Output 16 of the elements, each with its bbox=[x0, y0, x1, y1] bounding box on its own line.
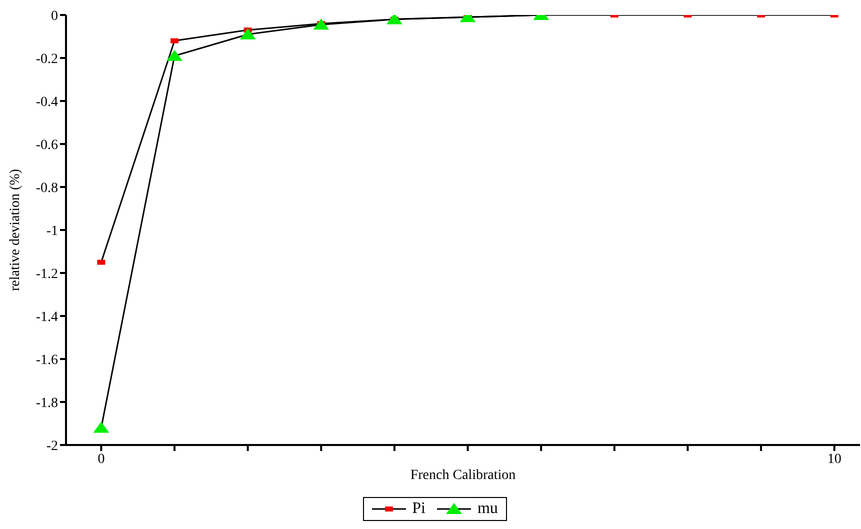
y-tick-label: -0.2 bbox=[36, 52, 58, 67]
y-tick-label: -2 bbox=[46, 438, 58, 454]
y-tick-label: -0.4 bbox=[36, 94, 58, 110]
y-tick-label: -0.8 bbox=[36, 180, 58, 196]
legend-label: Pi bbox=[412, 500, 426, 518]
x-tick-label: 10 bbox=[827, 452, 842, 467]
y-tick-label: -0.6 bbox=[36, 138, 58, 153]
legend-label: mu bbox=[477, 500, 498, 518]
y-tick-label: -1.2 bbox=[36, 266, 58, 282]
y-tick-label: -1.8 bbox=[36, 396, 58, 411]
y-tick-label: -1 bbox=[46, 224, 58, 239]
y-tick-label: -1.4 bbox=[36, 310, 58, 325]
y-tick-label: 0 bbox=[51, 8, 58, 24]
y-axis-title: relative deviation (%) bbox=[8, 168, 23, 292]
x-axis-title: French Calibration bbox=[410, 468, 516, 483]
y-tick-label: -1.6 bbox=[36, 352, 58, 368]
